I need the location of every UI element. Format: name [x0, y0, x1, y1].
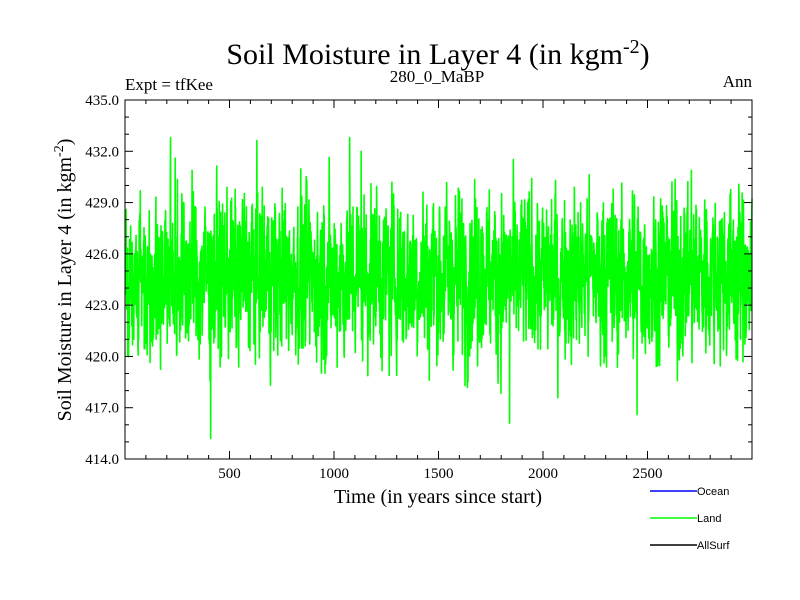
- y-axis-label: Soil Moisture in Layer 4 (in kgm-2): [52, 139, 76, 422]
- legend: Ocean Land AllSurf: [650, 486, 730, 552]
- y-tick-label: 435.0: [85, 93, 119, 109]
- svg-text:Soil Moisture in Layer 4 (in k: Soil Moisture in Layer 4 (in kgm-2): [226, 36, 649, 71]
- legend-label: Ocean: [697, 486, 729, 498]
- x-tick-label: 2500: [633, 466, 663, 482]
- ylabel-superscript: -2: [52, 145, 67, 157]
- x-tick-label: 500: [218, 466, 241, 482]
- y-tick-label: 423.0: [85, 298, 119, 314]
- title-superscript: -2: [623, 36, 640, 58]
- y-tick-label: 420.0: [85, 349, 119, 365]
- title-suffix: ): [640, 38, 650, 71]
- plot-area: [124, 136, 753, 440]
- y-tick-label: 417.0: [85, 401, 119, 417]
- series-line-land: [124, 136, 753, 440]
- x-tick-label: 1000: [319, 466, 349, 482]
- plot-frame: [124, 99, 753, 460]
- y-tick-label: 432.0: [85, 144, 119, 160]
- ylabel-main: Soil Moisture in Layer 4 (in kgm: [54, 157, 76, 422]
- subtitle-center: 280_0_MaBP: [390, 67, 484, 86]
- svg-text:Soil Moisture in Layer 4 (in k: Soil Moisture in Layer 4 (in kgm-2): [52, 139, 76, 422]
- legend-label: Land: [697, 513, 721, 525]
- x-tick-label: 1500: [424, 466, 454, 482]
- title-main: Soil Moisture in Layer 4 (in kgm: [226, 38, 623, 71]
- subtitle-right: Ann: [723, 72, 753, 91]
- x-tick-label: 2000: [528, 466, 558, 482]
- axis-tick-labels: 500 1000 1500 2000 2500 414.0 417.0 420.0 423.0 4…: [85, 93, 662, 482]
- legend-label: AllSurf: [697, 540, 730, 552]
- ylabel-suffix: ): [54, 139, 76, 146]
- y-tick-label: 429.0: [85, 196, 119, 212]
- chart-title: Soil Moisture in Layer 4 (in kgm-2): [226, 36, 649, 71]
- y-tick-label: 426.0: [85, 247, 119, 263]
- axis-ticks: [125, 99, 752, 460]
- x-axis-label: Time (in years since start): [334, 486, 542, 508]
- subtitle-left: Expt = tfKee: [125, 75, 213, 94]
- y-tick-label: 414.0: [85, 452, 119, 468]
